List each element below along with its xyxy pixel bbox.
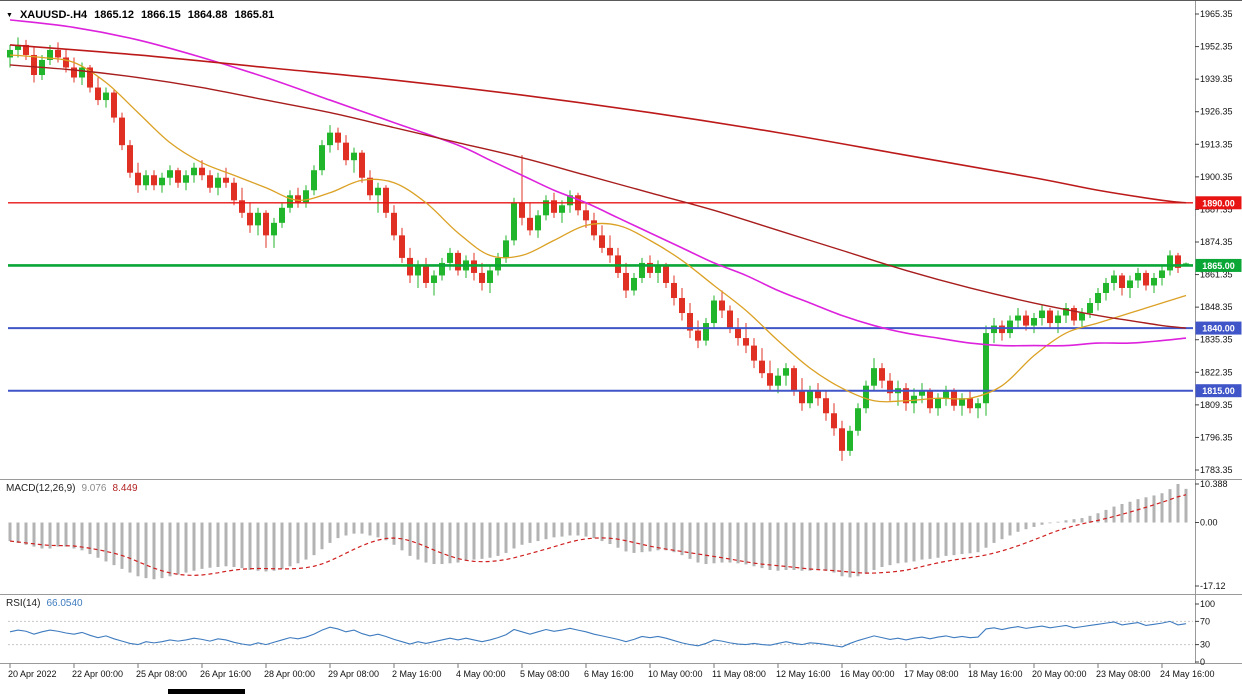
- price-axis-label: 1887.35: [1200, 204, 1233, 214]
- macd-label: MACD(12,26,9) 9.076 8.449: [6, 483, 138, 494]
- ma-slow-darkred: [9, 64, 1187, 329]
- ma-slowest-darkred: [9, 44, 1187, 204]
- macd-axis-label: 10.388: [1200, 479, 1228, 489]
- price-axis-label: 1835.35: [1200, 335, 1233, 345]
- rsi-line: [9, 620, 1187, 648]
- time-axis-label: 5 May 08:00: [520, 669, 570, 679]
- rsi-value: 66.0540: [46, 598, 83, 609]
- price-axis-label: 1822.35: [1200, 367, 1233, 377]
- price-axis-label: 1874.35: [1200, 237, 1233, 247]
- price-tag-bg: [1195, 196, 1242, 210]
- time-axis-label: 16 May 00:00: [840, 669, 895, 679]
- macd-main-value: 9.076: [81, 483, 107, 494]
- ma-mid-magenta: [9, 19, 1187, 347]
- time-axis-label: 20 Apr 2022: [8, 669, 57, 679]
- time-axis-label: 2 May 16:00: [392, 669, 442, 679]
- moving-averages: [9, 19, 1187, 403]
- ohlc-high: 1866.15: [140, 9, 181, 21]
- price-axis-label: 1965.35: [1200, 9, 1233, 19]
- price-axis-label: 1796.35: [1200, 432, 1233, 442]
- rsi-axis-label: 70: [1200, 616, 1210, 626]
- price-axis-label: 1783.35: [1200, 465, 1233, 475]
- price-axis-label: 1848.35: [1200, 302, 1233, 312]
- macd-signal-line: [9, 494, 1187, 576]
- horizontal-lines: [8, 202, 1193, 392]
- price-tag-bg: [1195, 258, 1242, 272]
- price-tag-bg: [1195, 384, 1242, 398]
- price-axis: 1965.35 1952.35 1939.35 1926.35 1913.35 1900.…: [1195, 9, 1233, 475]
- macd-panel: 10.388 0.00 -17.12: [8, 479, 1228, 591]
- price-tag: 1890.00: [1202, 198, 1235, 208]
- macd-signal-value: 8.449: [112, 483, 138, 494]
- price-axis-label: 1952.35: [1200, 42, 1233, 52]
- candles: [7, 37, 1189, 461]
- price-tag: 1840.00: [1202, 324, 1235, 334]
- h-scrollbar-thumb[interactable]: [168, 689, 245, 694]
- time-axis: 20 Apr 2022 22 Apr 00:00 25 Apr 08:00 26 Ap…: [8, 663, 1215, 679]
- rsi-axis-label: 30: [1200, 640, 1210, 650]
- rsi-axis-label: 100: [1200, 599, 1215, 609]
- symbol-dropdown-icon: ▼: [6, 11, 13, 19]
- time-axis-label: 25 Apr 08:00: [136, 669, 187, 679]
- macd-axis-label: 0.00: [1200, 518, 1218, 528]
- rsi-axis-label: 0: [1200, 657, 1205, 667]
- price-tag: 1865.00: [1202, 261, 1235, 271]
- time-axis-label: 22 Apr 00:00: [72, 669, 123, 679]
- time-axis-label: 10 May 00:00: [648, 669, 703, 679]
- time-axis-label: 6 May 16:00: [584, 669, 634, 679]
- price-axis-label: 1861.35: [1200, 270, 1233, 280]
- price-axis-label: 1809.35: [1200, 400, 1233, 410]
- price-axis-label: 1913.35: [1200, 139, 1233, 149]
- price-axis-label: 1926.35: [1200, 107, 1233, 117]
- rsi-label: RSI(14) 66.0540: [6, 598, 83, 609]
- rsi-panel: 100 70 30 0: [8, 599, 1215, 667]
- time-axis-label: 11 May 08:00: [712, 669, 766, 679]
- macd-name: MACD(12,26,9): [6, 483, 76, 494]
- price-tags: 1890.00 1865.00 1840.00 1815.00: [1195, 196, 1242, 398]
- symbol-timeframe: XAUUSD-.H4: [19, 9, 88, 21]
- time-axis-label: 17 May 08:00: [904, 669, 959, 679]
- time-axis-label: 4 May 00:00: [456, 669, 506, 679]
- time-axis-label: 23 May 08:00: [1096, 669, 1151, 679]
- price-tag: 1815.00: [1202, 386, 1235, 396]
- ohlc-open: 1865.12: [94, 9, 134, 21]
- price-tag-bg: [1195, 321, 1242, 335]
- time-axis-label: 18 May 16:00: [968, 669, 1023, 679]
- chart-title: ▼ XAUUSD-.H4 1865.12 1866.15 1864.88 186…: [6, 9, 274, 21]
- time-axis-label: 29 Apr 08:00: [328, 669, 379, 679]
- time-axis-label: 28 Apr 00:00: [264, 669, 315, 679]
- panel-separators: [0, 0, 1242, 664]
- price-axis-label: 1939.35: [1200, 74, 1233, 84]
- price-axis-label: 1900.35: [1200, 172, 1233, 182]
- time-axis-label: 20 May 00:00: [1032, 669, 1087, 679]
- time-axis-label: 12 May 16:00: [776, 669, 831, 679]
- time-axis-label: 24 May 16:00: [1160, 669, 1215, 679]
- rsi-name: RSI(14): [6, 598, 41, 609]
- ma-fast-orange: [9, 54, 1187, 403]
- ohlc-close: 1865.81: [234, 9, 275, 21]
- time-axis-label: 26 Apr 16:00: [200, 669, 251, 679]
- macd-axis-label: -17.12: [1200, 581, 1226, 591]
- ohlc-low: 1864.88: [187, 9, 228, 21]
